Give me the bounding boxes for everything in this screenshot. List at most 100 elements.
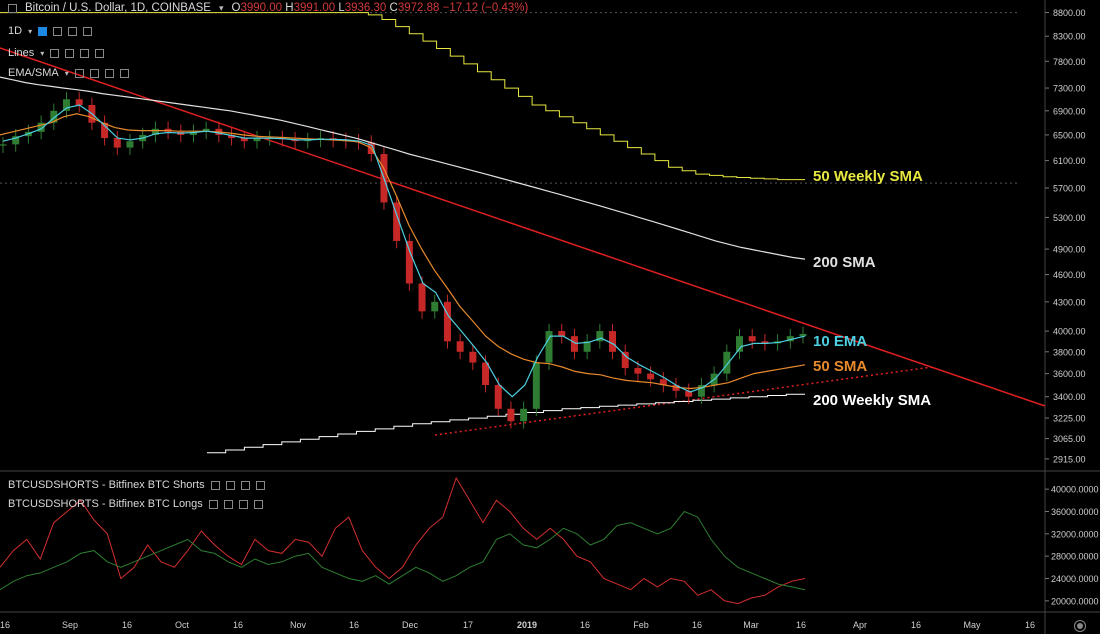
price-axis-tick-label: 4900.00 — [1053, 245, 1086, 255]
candle-body — [647, 373, 655, 380]
candle-body — [456, 341, 464, 352]
sub-axis-tick-label: 20000.0000 — [1051, 596, 1099, 606]
time-axis-tick-label: 2019 — [517, 620, 537, 630]
candle-body — [596, 331, 604, 342]
sub-indicator-row-shorts[interactable]: BTCUSDSHORTS - Bitfinex BTC Shorts — [8, 478, 265, 492]
price-axis-tick-label: 3600.00 — [1053, 369, 1086, 379]
source-icon[interactable] — [240, 480, 250, 490]
candle-body — [62, 99, 70, 111]
minimize-icon[interactable] — [8, 3, 17, 13]
time-axis-tick-label: Apr — [853, 620, 867, 630]
chart-settings-gear-icon[interactable] — [1074, 620, 1086, 632]
chevron-down-icon[interactable]: ▾ — [40, 48, 45, 58]
price-axis-tick-label: 8300.00 — [1053, 32, 1086, 42]
candle-body — [507, 408, 515, 422]
close-icon[interactable] — [255, 480, 265, 490]
candle-body — [672, 385, 680, 391]
time-axis-tick-label: Oct — [175, 620, 190, 630]
annotation-label: 200 SMA — [813, 254, 876, 271]
close-icon[interactable] — [83, 26, 93, 36]
candle-body — [494, 385, 502, 409]
chart-header: Bitcoin / U.S. Dollar, 1D, COINBASE ▾ O3… — [0, 0, 528, 16]
price-axis-tick-label: 3065.00 — [1053, 434, 1086, 444]
time-axis-tick-label: Feb — [633, 620, 649, 630]
settings-icon[interactable] — [225, 480, 235, 490]
chevron-down-icon[interactable]: ▾ — [218, 2, 224, 13]
candle-body — [558, 331, 566, 337]
time-axis-tick-label: 16 — [122, 620, 132, 630]
candle-body — [37, 122, 45, 132]
price-axis-tick-label: 6500.00 — [1053, 130, 1086, 140]
candle-body — [469, 351, 477, 363]
candle-body — [75, 99, 83, 106]
candle-body — [570, 336, 578, 352]
ema-10-line — [2, 104, 806, 398]
indicator-row-lines[interactable]: Lines ▾ — [8, 46, 105, 60]
settings-icon[interactable] — [223, 499, 233, 509]
visibility-icon[interactable] — [208, 499, 218, 509]
indicator-label: EMA/SMA — [8, 67, 59, 79]
chevron-down-icon[interactable]: ▾ — [28, 26, 33, 36]
candle-body — [240, 138, 248, 142]
candle-body — [799, 333, 807, 337]
source-icon[interactable] — [80, 48, 90, 58]
source-icon[interactable] — [68, 26, 78, 36]
indicator-row-1d[interactable]: 1D ▾ — [8, 24, 93, 38]
price-axis-tick-label: 6100.00 — [1053, 156, 1086, 166]
sma-200-line — [0, 76, 806, 260]
price-axis-tick-label: 4300.00 — [1053, 297, 1086, 307]
time-axis-tick-label: 16 — [0, 620, 10, 630]
sub-indicator-label: BTCUSDSHORTS - Bitfinex BTC Longs — [8, 498, 203, 510]
time-axis-tick-label: 16 — [349, 620, 359, 630]
annotation-label: 200 Weekly SMA — [813, 392, 931, 409]
settings-icon[interactable] — [89, 68, 99, 78]
candle-body — [431, 301, 439, 312]
price-axis-tick-label: 4600.00 — [1053, 270, 1086, 280]
sub-axis-tick-label: 32000.0000 — [1051, 529, 1099, 539]
sma-50-line — [0, 113, 806, 390]
candle-body — [685, 390, 693, 397]
settings-icon[interactable] — [65, 48, 75, 58]
candle-body — [126, 141, 134, 148]
candle-body — [405, 240, 413, 284]
candle-body — [736, 336, 744, 352]
source-icon[interactable] — [104, 68, 114, 78]
sub-axis-tick-label: 40000.0000 — [1051, 485, 1099, 495]
candle-body — [189, 131, 197, 135]
settings-icon[interactable] — [53, 26, 63, 36]
candle-body — [482, 362, 490, 386]
candle-body — [228, 134, 236, 139]
close-icon[interactable] — [253, 499, 263, 509]
sub-indicator-row-longs[interactable]: BTCUSDSHORTS - Bitfinex BTC Longs — [8, 497, 263, 511]
candle-body — [634, 368, 642, 374]
indicator-row-ema-sma[interactable]: EMA/SMA ▾ — [8, 66, 129, 80]
visibility-icon[interactable] — [38, 26, 48, 36]
candle-body — [697, 385, 705, 397]
candle-body — [101, 122, 109, 139]
visibility-icon[interactable] — [50, 48, 60, 58]
price-axis-tick-label: 3400.00 — [1053, 392, 1086, 402]
symbol-title[interactable]: Bitcoin / U.S. Dollar, 1D, COINBASE — [25, 2, 211, 14]
candle-body — [520, 408, 528, 422]
price-axis-tick-label: 3800.00 — [1053, 347, 1086, 357]
time-axis-tick-label: 16 — [1025, 620, 1035, 630]
price-axis-tick-label: 2915.00 — [1053, 454, 1086, 464]
weekly-50-sma-line — [0, 12, 805, 181]
price-axis-tick-label: 5300.00 — [1053, 213, 1086, 223]
candle-body — [12, 136, 20, 145]
candle-body — [304, 139, 312, 142]
ohlc-values: O3990.00 H3991.00 L3936.30 C3972.88 −17.… — [231, 2, 529, 14]
close-icon[interactable] — [119, 68, 129, 78]
candle-body — [659, 379, 667, 386]
visibility-icon[interactable] — [210, 480, 220, 490]
close-icon[interactable] — [95, 48, 105, 58]
sub-axis-tick-label: 36000.0000 — [1051, 507, 1099, 517]
source-icon[interactable] — [238, 499, 248, 509]
price-axis-tick-label: 7300.00 — [1053, 84, 1086, 94]
chevron-down-icon[interactable]: ▾ — [64, 68, 69, 78]
visibility-icon[interactable] — [74, 68, 84, 78]
candle-body — [583, 341, 591, 352]
btc-longs-line — [0, 510, 806, 591]
sub-axis-tick-label: 28000.0000 — [1051, 552, 1099, 562]
